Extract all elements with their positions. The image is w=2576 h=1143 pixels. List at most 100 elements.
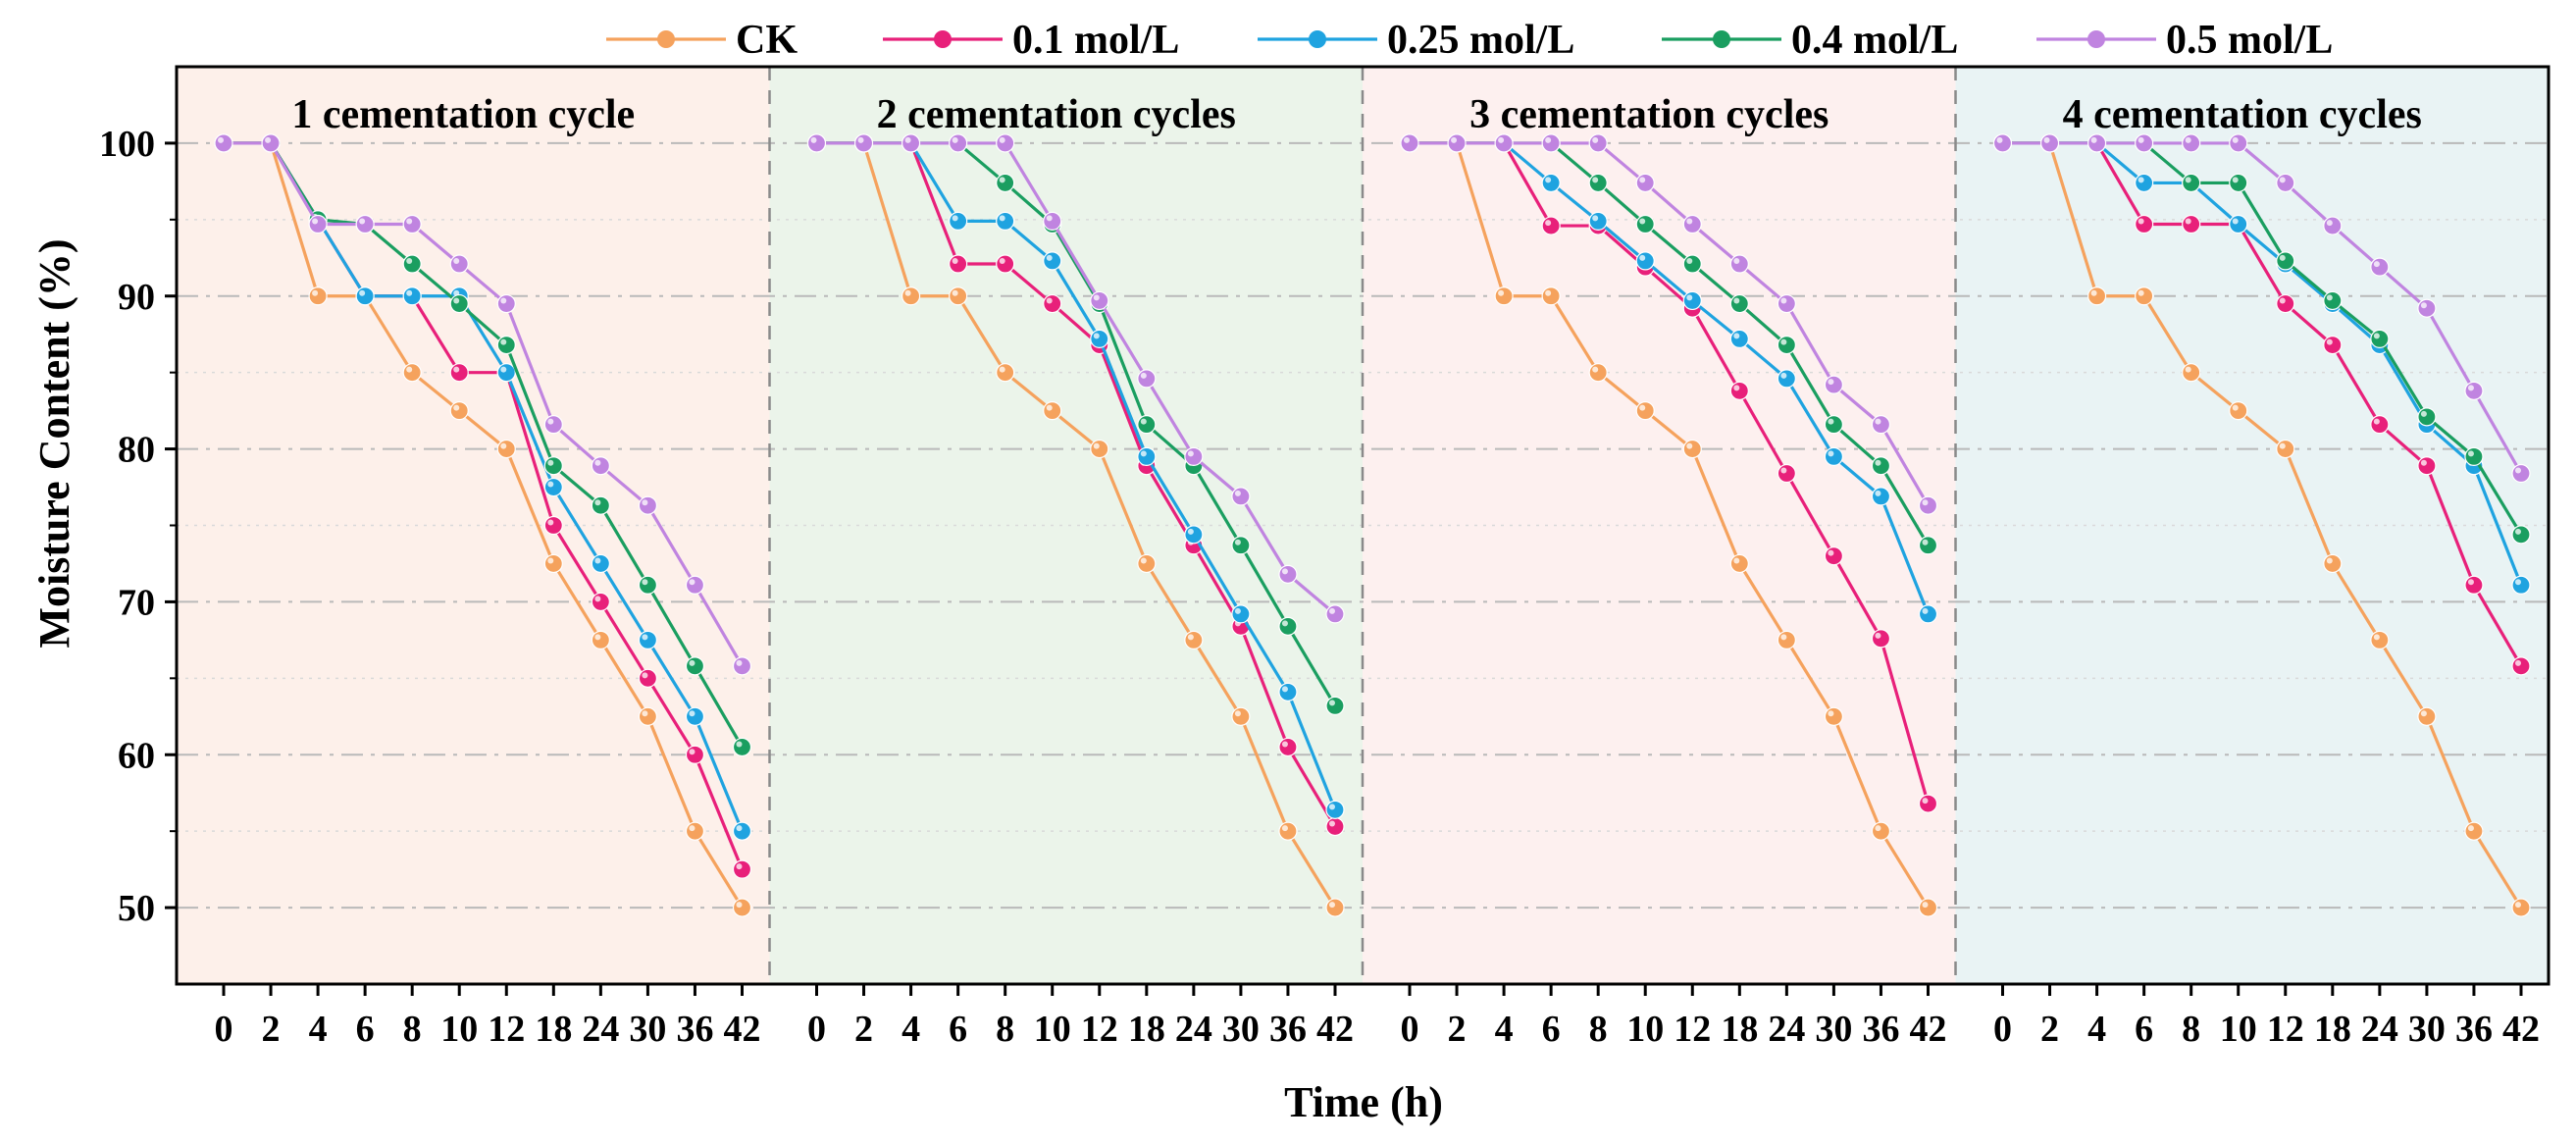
x-tick-label: 4: [2087, 1009, 2106, 1050]
data-point-highlight: [1780, 338, 1787, 345]
data-point-highlight: [1187, 528, 1194, 535]
data-point-highlight: [453, 297, 460, 304]
series-line-panel1-0-5-mol-L: [224, 141, 744, 667]
data-point-panel4-0-1-mol-L-x24: [2370, 415, 2390, 435]
data-point-panel1-0-25-mol-L-x36: [685, 706, 705, 726]
data-point-highlight: [2138, 177, 2144, 183]
data-point-highlight: [1592, 136, 1599, 143]
x-tick-label: 4: [309, 1009, 328, 1050]
data-point-highlight: [406, 366, 413, 373]
data-point-panel2-0-1-mol-L-x36: [1278, 737, 1298, 757]
data-point-panel4-0-4-mol-L-x10: [2229, 173, 2248, 193]
legend-swatch-marker: [1309, 30, 1326, 48]
data-point-highlight: [1780, 297, 1787, 304]
data-point-panel4-CK-x4: [2087, 286, 2107, 306]
data-point-highlight: [1140, 450, 1147, 457]
data-point-highlight: [1046, 254, 1053, 261]
data-point-panel4-0-1-mol-L-x42: [2511, 656, 2531, 676]
data-point-panel2-0-1-mol-L-x42: [1325, 816, 1345, 837]
data-point-panel1-CK-x8: [402, 363, 422, 383]
x-tick-label: 24: [1175, 1009, 1212, 1050]
legend-label: 0.25 mol/L: [1387, 18, 1574, 63]
data-point-panel3-0-25-mol-L-x18: [1729, 329, 1749, 348]
y-tick-label: 100: [99, 124, 155, 165]
data-point-highlight: [1281, 741, 1288, 748]
x-tick-label: 10: [2220, 1009, 2257, 1050]
legend-label: 0.4 mol/L: [1791, 18, 1958, 63]
data-point-highlight: [1686, 218, 1693, 225]
data-point-panel3-0-25-mol-L-x24: [1777, 369, 1796, 389]
legend-item-0-1-mol-L: 0.1 mol/L: [883, 18, 1179, 63]
data-point-highlight: [952, 289, 958, 296]
data-point-highlight: [1686, 442, 1693, 449]
data-point-panel3-CK-x36: [1871, 821, 1891, 841]
data-point-highlight: [999, 366, 1005, 373]
data-point-panel4-0-5-mol-L-x42: [2511, 463, 2531, 484]
panel-title-1: 1 cementation cycle: [291, 92, 635, 137]
data-point-highlight: [1639, 254, 1646, 261]
data-point-highlight: [2420, 410, 2427, 417]
data-point-panel4-0-5-mol-L-x0: [1992, 133, 2013, 153]
data-point-highlight: [2467, 825, 2474, 832]
data-point-highlight: [1281, 686, 1288, 693]
data-point-highlight: [2279, 254, 2286, 261]
data-point-highlight: [1545, 220, 1552, 227]
data-point-panel3-0-25-mol-L-x42: [1918, 604, 1938, 624]
data-point-panel4-0-1-mol-L-x30: [2417, 456, 2437, 476]
x-tick-label: 36: [1269, 1009, 1307, 1050]
data-point-highlight: [594, 499, 601, 506]
x-tick-label: 8: [2182, 1009, 2200, 1050]
data-point-panel2-CK-x36: [1278, 821, 1298, 841]
series-line-panel3-CK: [1410, 141, 1930, 909]
data-point-highlight: [2420, 302, 2427, 309]
data-point-highlight: [2467, 450, 2474, 457]
data-point-panel2-0-5-mol-L-x2: [853, 133, 874, 153]
data-point-highlight: [1828, 549, 1834, 556]
data-point-highlight: [642, 579, 648, 586]
data-point-panel4-CK-x36: [2464, 821, 2484, 841]
data-point-highlight: [594, 596, 601, 602]
data-point-panel4-0-25-mol-L-x10: [2229, 214, 2248, 234]
data-point-panel1-0-25-mol-L-x42: [732, 821, 752, 841]
x-tick-label: 6: [1542, 1009, 1561, 1050]
data-point-panel1-CK-x12: [496, 439, 516, 459]
data-point-highlight: [1922, 539, 1929, 546]
data-point-panel1-0-5-mol-L-x36: [685, 575, 705, 595]
data-point-panel4-0-4-mol-L-x36: [2464, 446, 2484, 466]
x-axis-title: Time (h): [1284, 1078, 1443, 1126]
data-point-highlight: [1329, 804, 1335, 810]
data-point-panel3-0-25-mol-L-x12: [1682, 290, 1702, 311]
data-point-highlight: [312, 289, 319, 296]
data-point-panel3-CK-x18: [1729, 553, 1749, 574]
x-tick-label: 30: [1222, 1009, 1260, 1050]
x-tick-label: 24: [582, 1009, 619, 1050]
data-point-highlight: [547, 557, 554, 564]
data-point-panel1-0-1-mol-L-x42: [732, 859, 752, 879]
data-point-panel1-0-5-mol-L-x6: [355, 214, 375, 234]
data-point-panel1-CK-x36: [685, 821, 705, 841]
data-point-panel2-0-25-mol-L-x8: [996, 211, 1015, 231]
data-point-highlight: [1686, 294, 1693, 301]
data-point-panel1-0-4-mol-L-x36: [685, 656, 705, 676]
data-point-panel3-CK-x8: [1588, 363, 1608, 383]
data-point-panel1-0-5-mol-L-x42: [732, 656, 752, 676]
data-point-panel3-CK-x30: [1824, 706, 1844, 726]
data-point-panel2-0-25-mol-L-x42: [1325, 800, 1345, 819]
data-point-highlight: [1733, 557, 1740, 564]
legend-swatch-marker: [2087, 30, 2105, 48]
data-point-highlight: [1140, 418, 1147, 425]
data-point-highlight: [218, 136, 224, 143]
data-point-highlight: [1281, 620, 1288, 627]
data-point-panel3-CK-x24: [1777, 630, 1796, 649]
data-point-highlight: [2467, 385, 2474, 391]
data-point-highlight: [1733, 385, 1740, 391]
data-point-highlight: [689, 749, 696, 755]
data-point-highlight: [594, 459, 601, 466]
legend-swatch-marker: [657, 30, 675, 48]
data-point-highlight: [312, 218, 319, 225]
data-point-highlight: [1875, 825, 1881, 832]
series-line-panel1-CK: [224, 141, 744, 909]
series-line-panel4-CK: [2002, 141, 2523, 909]
data-point-panel2-CK-x8: [996, 363, 1015, 383]
data-point-highlight: [810, 136, 817, 143]
